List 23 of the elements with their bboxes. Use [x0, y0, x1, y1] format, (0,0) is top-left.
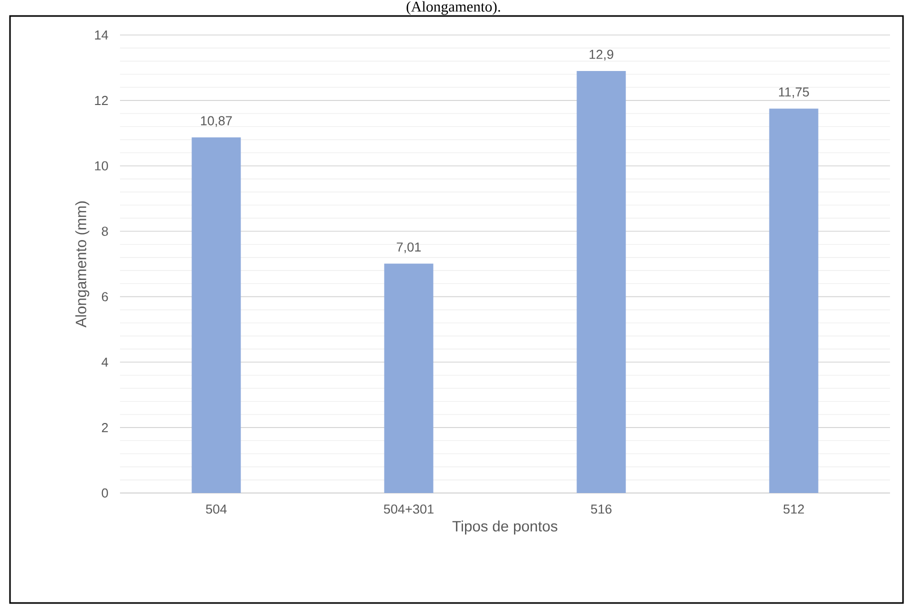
bar	[769, 108, 818, 493]
y-axis-title: Alongamento (mm)	[75, 201, 90, 328]
data-label: 12,9	[590, 50, 614, 60]
y-tick-label: 2	[102, 423, 108, 432]
x-axis-title: Tipos de pontos	[452, 520, 558, 534]
bar	[384, 264, 434, 493]
data-label: 10,87	[201, 116, 232, 127]
bar	[192, 137, 241, 493]
data-label: 11,75	[779, 88, 809, 98]
y-tick-label: 6	[102, 292, 108, 302]
y-tick-label: 12	[95, 96, 108, 105]
chart-title: (Alongamento).	[406, 1, 500, 15]
x-tick-label: 504+301	[384, 504, 434, 514]
bar	[576, 70, 626, 493]
x-tick-label: 504	[206, 504, 227, 514]
x-tick-label: 512	[783, 504, 804, 514]
y-tick-label: 14	[95, 30, 108, 40]
y-tick-label: 0	[102, 488, 108, 498]
y-tick-label: 8	[102, 226, 108, 236]
y-tick-label: 4	[102, 358, 108, 367]
y-tick-label: 10	[95, 161, 108, 170]
data-label: 7,01	[396, 242, 421, 254]
x-tick-label: 516	[590, 504, 612, 514]
